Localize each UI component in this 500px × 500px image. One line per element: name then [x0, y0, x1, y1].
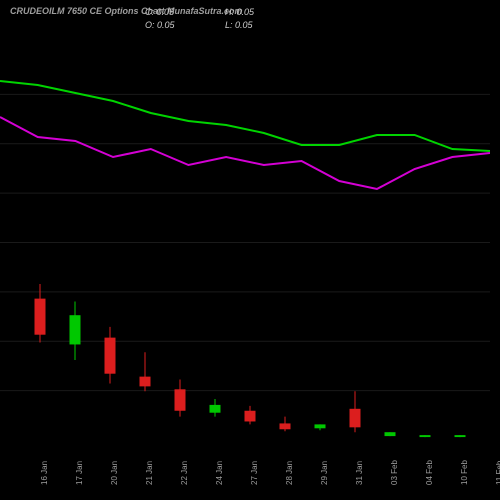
ohlc-block: C: 0.05 H: 0.05 O: 0.05 L: 0.05 [145, 6, 305, 31]
candle-body [140, 377, 151, 387]
price-chart [0, 45, 490, 440]
x-tick-label: 27 Jan [250, 461, 259, 485]
candle-body [420, 435, 431, 437]
candle-body [70, 315, 81, 344]
x-tick-label: 17 Jan [75, 461, 84, 485]
candle-body [455, 435, 466, 437]
x-tick-label: 24 Jan [215, 461, 224, 485]
candle-body [385, 432, 396, 436]
low-label: L: 0.05 [225, 19, 305, 32]
candle-body [245, 411, 256, 422]
candle-body [280, 423, 291, 429]
candle-body [105, 338, 116, 374]
x-tick-label: 11 Feb [495, 461, 500, 485]
x-tick-label: 10 Feb [460, 460, 469, 485]
x-tick-label: 04 Feb [425, 460, 434, 485]
x-tick-label: 20 Jan [110, 461, 119, 485]
lower-line [0, 117, 490, 189]
x-axis-labels: 16 Jan 17 Jan 20 Jan 21 Jan 22 Jan 24 Jan 27 J… [0, 440, 490, 495]
candle-body [350, 409, 361, 428]
x-tick-label: 21 Jan [145, 461, 154, 485]
open-label: O: 0.05 [145, 19, 225, 32]
candle-body [210, 405, 221, 413]
high-label: H: 0.05 [225, 6, 305, 19]
candle-body [35, 299, 46, 335]
x-tick-label: 29 Jan [320, 461, 329, 485]
candle-body [315, 424, 326, 428]
close-label: C: 0.05 [145, 6, 225, 19]
x-tick-label: 16 Jan [40, 461, 49, 485]
candle-body [175, 389, 186, 410]
x-tick-label: 22 Jan [180, 461, 189, 485]
x-tick-label: 28 Jan [285, 461, 294, 485]
x-tick-label: 31 Jan [355, 461, 364, 485]
x-tick-label: 03 Feb [390, 460, 399, 485]
